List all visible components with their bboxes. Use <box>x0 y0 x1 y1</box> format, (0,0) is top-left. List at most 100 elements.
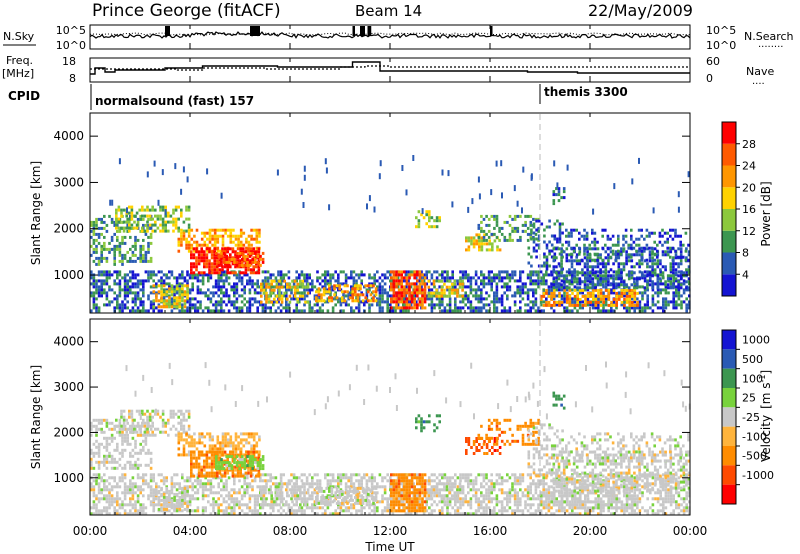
velocity-cell-1022 <box>428 506 431 510</box>
power-cell-602 <box>287 306 291 310</box>
power-cell-153 <box>136 285 140 289</box>
power-cell-2320 <box>190 271 193 275</box>
power-cell-3687 <box>611 249 615 253</box>
power-cell-3492 <box>640 274 644 278</box>
power-cell-648 <box>305 273 309 277</box>
power-cell-210 <box>157 279 161 283</box>
velocity-cell-89 <box>116 494 119 498</box>
power-cell-3270 <box>562 286 566 290</box>
velocity-cell-491 <box>253 479 257 483</box>
velocity-cell-259 <box>173 473 176 477</box>
power-cell-888 <box>389 303 392 307</box>
power-cell-1709 <box>664 291 668 295</box>
power-cell-2672 <box>354 287 357 291</box>
power-cell-338 <box>199 291 202 295</box>
power-cell-279 <box>181 270 184 274</box>
power-cell-1977 <box>117 226 121 230</box>
power-cell-2417 <box>229 247 232 251</box>
power-cell-2343 <box>200 256 203 260</box>
power-cell-3087 <box>558 222 562 226</box>
power-cell-220 <box>160 309 163 313</box>
power-cell-2409 <box>226 247 229 251</box>
velocity-cell-115 <box>123 494 127 498</box>
power-cell-477 <box>248 276 252 280</box>
velocity-cell-439 <box>233 512 236 516</box>
power-cell-1676 <box>651 300 655 304</box>
power-cell-2050 <box>161 220 165 224</box>
power-cell-2754 <box>400 306 403 310</box>
power-cell-1659 <box>646 294 649 298</box>
power-cell-2647 <box>328 299 331 303</box>
power-cell-3688 <box>611 252 615 256</box>
power-cell-9 <box>92 279 96 283</box>
velocity-cell-48 <box>103 494 106 498</box>
velocity-cell-656 <box>308 497 311 501</box>
power-cell-1963 <box>149 241 153 245</box>
velocity-cell-866 <box>373 509 376 513</box>
power-cell-2173 <box>177 249 181 253</box>
power-cell-864 <box>381 300 384 304</box>
power-cell-2091 <box>185 217 188 221</box>
power-cell-1271 <box>516 291 519 295</box>
power-cell-2061 <box>164 229 167 233</box>
velocity-cell-55 <box>105 494 109 498</box>
velocity-cell-736 <box>337 473 340 477</box>
power-cell-2892 <box>467 239 471 243</box>
power-cell-783 <box>352 285 356 289</box>
power-cell-3106 <box>542 294 546 298</box>
power-cell-2995 <box>524 220 527 224</box>
power-cell-2712 <box>392 276 396 280</box>
power-cell-54 <box>105 279 109 283</box>
power-cell-3453 <box>625 256 628 260</box>
power-cell-3202 <box>618 294 621 298</box>
power-cell-151 <box>136 279 140 283</box>
power-cell-2000 <box>130 211 134 215</box>
power-cell-121 <box>126 300 129 304</box>
power-cell-2090 <box>185 208 188 212</box>
power-cell-2074 <box>174 205 178 209</box>
power-cell-2525 <box>241 251 244 255</box>
power-cell-2034 <box>154 214 157 218</box>
power-cell-1296 <box>526 276 530 280</box>
power-cell-853 <box>378 300 382 304</box>
power-cell-454 <box>238 294 241 298</box>
power-cell-233 <box>165 288 168 292</box>
power-cell-2818 <box>418 303 422 307</box>
power-cell-2222 <box>208 234 212 238</box>
power-cell-2415 <box>226 268 229 272</box>
power-cell-1700 <box>662 282 665 286</box>
power-cell-3532 <box>656 274 660 278</box>
power-cell-3802 <box>428 219 431 223</box>
power-cell-2877 <box>456 291 459 295</box>
velocity-cell-685 <box>316 512 319 516</box>
velocity-cell-458 <box>243 473 246 477</box>
power-cell-2542 <box>251 260 254 264</box>
power-cell-2254 <box>224 228 227 232</box>
power-cell-1335 <box>537 282 540 286</box>
power-cell-1773 <box>685 309 688 313</box>
power-cell-3030 <box>532 246 536 250</box>
power-cell-588 <box>285 288 288 292</box>
power-cell-3618 <box>687 277 691 281</box>
power-cell-15 <box>92 300 96 304</box>
power-cell-1007 <box>428 303 431 307</box>
power-cell-3792 <box>417 222 421 226</box>
power-cell-2126 <box>168 287 171 291</box>
power-cell-2776 <box>408 288 411 292</box>
power-cell-1221 <box>498 276 501 280</box>
power-cell-3541 <box>661 250 665 254</box>
power-cell-167 <box>142 282 145 286</box>
power-cell-3591 <box>677 286 680 290</box>
velocity-cell-30 <box>97 488 101 492</box>
power-cell-2267 <box>232 234 235 238</box>
velocity-cell-719 <box>329 500 332 504</box>
power-cell-179 <box>147 270 150 274</box>
power-cell-3109 <box>545 291 548 295</box>
velocity-cell-151 <box>134 509 137 513</box>
power-speck-8 <box>500 160 503 167</box>
power-cell-1731 <box>672 300 675 304</box>
velocity-cell-237 <box>165 479 168 483</box>
power-cell-1827 <box>103 220 106 224</box>
power-cell-3626 <box>567 240 571 244</box>
